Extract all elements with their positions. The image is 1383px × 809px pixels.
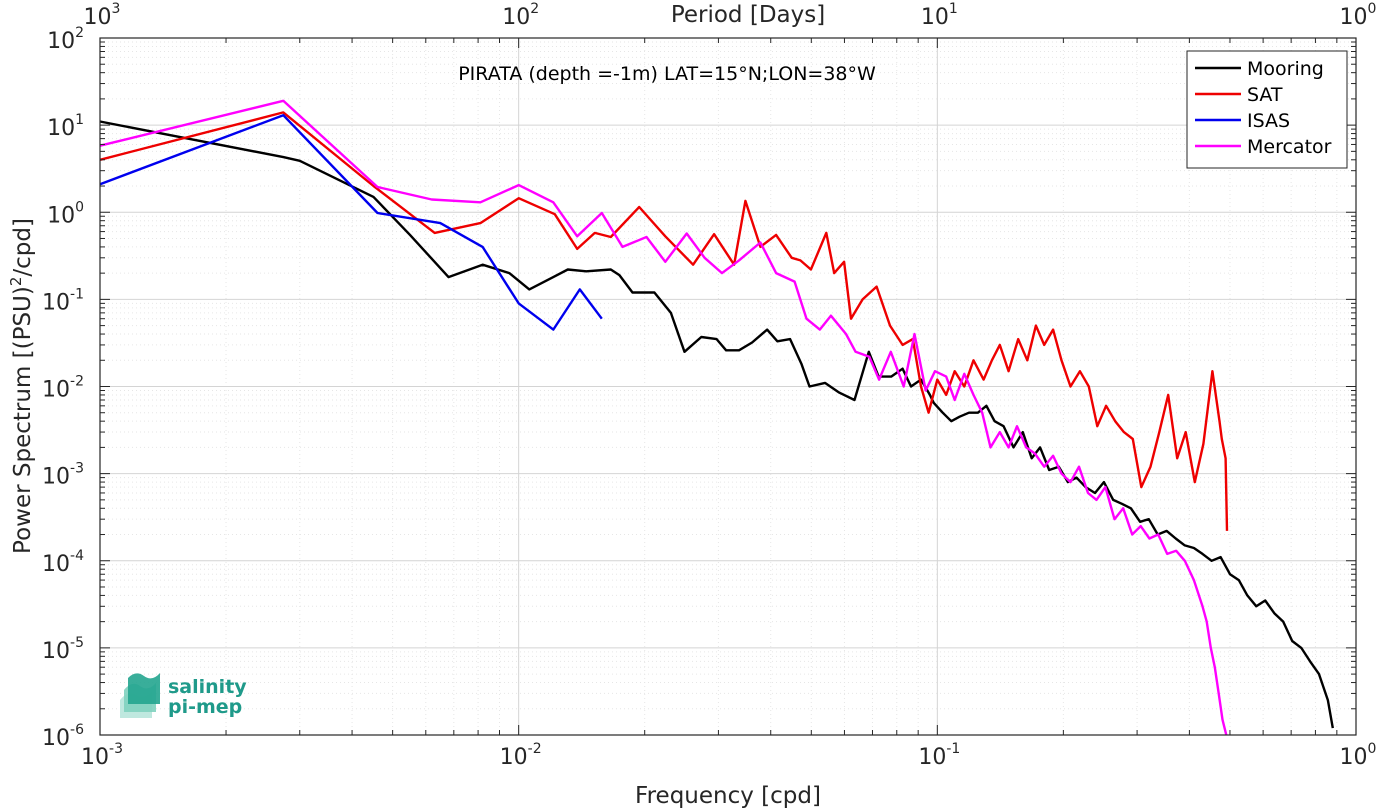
y-tick-label-exponent: 1 xyxy=(75,112,84,128)
y-tick-label: 10-5 xyxy=(42,635,84,664)
top-tick-label-exponent: 2 xyxy=(530,1,539,17)
y-tick-label: 10-4 xyxy=(42,548,84,577)
y-axis-title: Power Spectrum [(PSU)2/cpd] xyxy=(7,218,36,554)
y-tick-label: 10-3 xyxy=(42,461,84,490)
logo-line2: pi-mep xyxy=(168,696,242,718)
grid-lines xyxy=(99,38,1356,736)
legend-label: SAT xyxy=(1247,84,1283,106)
top-tick-label-exponent: 3 xyxy=(112,1,121,17)
x-axis-title: Frequency [cpd] xyxy=(635,783,821,809)
y-tick-label-exponent: -3 xyxy=(70,461,84,477)
legend-label: Mercator xyxy=(1247,136,1332,158)
x-tick-label-exponent: -3 xyxy=(109,741,123,757)
y-tick-label-base: 10 xyxy=(42,465,70,490)
wave-layers-icon xyxy=(120,673,160,718)
series-line-sat xyxy=(99,111,1229,531)
top-tick-label-exponent: 0 xyxy=(1368,1,1377,17)
top-axis-title: Period [Days] xyxy=(671,2,825,28)
top-tick-label: 103 xyxy=(84,1,121,30)
y-tick-label: 10-2 xyxy=(42,374,84,403)
y-tick-label-base: 10 xyxy=(42,639,70,664)
y-tick-label-exponent: 0 xyxy=(75,199,84,215)
series-line-mercator xyxy=(99,99,1228,736)
legend-box xyxy=(1186,50,1348,169)
x-tick-label-base: 10 xyxy=(81,745,109,770)
x-tick-label: 100 xyxy=(1340,741,1377,770)
y-tick-label-base: 10 xyxy=(47,203,75,228)
top-tick-label: 102 xyxy=(502,1,539,30)
y-tick-label-exponent: -2 xyxy=(70,374,84,390)
legend-label: ISAS xyxy=(1247,110,1290,132)
y-tick-label-base: 10 xyxy=(42,726,70,751)
y-tick-label-base: 10 xyxy=(42,552,70,577)
x-tick-label: 10-1 xyxy=(918,741,960,770)
top-tick-label: 100 xyxy=(1340,1,1377,30)
x-tick-label-exponent: -1 xyxy=(946,741,960,757)
y-axis-title-tail: /cpd] xyxy=(10,218,36,277)
top-tick-label-base: 10 xyxy=(502,5,530,30)
y-tick-label: 102 xyxy=(47,25,84,54)
top-tick-label: 101 xyxy=(921,1,958,30)
pi-mep-logo: salinity pi-mep xyxy=(120,673,247,718)
legend: Mooring SAT ISAS Mercator xyxy=(1186,50,1348,169)
top-tick-label-exponent: 1 xyxy=(949,1,958,17)
y-tick-label-exponent: -5 xyxy=(70,635,84,651)
y-tick-label-exponent: -4 xyxy=(70,548,84,564)
y-tick-label-exponent: -1 xyxy=(70,286,84,302)
x-tick-label-base: 10 xyxy=(1340,745,1368,770)
series-line-mooring xyxy=(99,120,1334,729)
y-tick-label: 100 xyxy=(47,199,84,228)
x-tick-label-exponent: 0 xyxy=(1368,741,1377,757)
chart-title: PIRATA (depth =-1m) LAT=15°N;LON=38°W xyxy=(458,63,876,85)
y-tick-label: 101 xyxy=(47,112,84,141)
y-tick-label-exponent: 2 xyxy=(75,25,84,41)
y-tick-label: 10-6 xyxy=(42,722,84,751)
x-tick-label-base: 10 xyxy=(918,745,946,770)
y-tick-label-exponent: -6 xyxy=(70,722,84,738)
series-layer xyxy=(99,99,1334,736)
top-tick-label-base: 10 xyxy=(921,5,949,30)
top-tick-label-base: 10 xyxy=(1340,5,1368,30)
logo-line1: salinity xyxy=(168,676,247,698)
x-tick-label-base: 10 xyxy=(500,745,528,770)
x-tick-label: 10-2 xyxy=(500,741,542,770)
series-line-isas xyxy=(99,114,603,331)
legend-label: Mooring xyxy=(1247,58,1324,80)
top-tick-label-base: 10 xyxy=(84,5,112,30)
x-tick-label-exponent: -2 xyxy=(528,741,542,757)
y-axis-title-superscript: 2 xyxy=(7,277,25,287)
y-tick-label-base: 10 xyxy=(47,116,75,141)
axis-ticks xyxy=(99,38,1356,736)
y-tick-label-base: 10 xyxy=(42,290,70,315)
y-tick-label: 10-1 xyxy=(42,286,84,315)
x-tick-label: 10-3 xyxy=(81,741,123,770)
y-tick-label-base: 10 xyxy=(47,29,75,54)
y-axis-title-main: Power Spectrum [(PSU) xyxy=(10,286,36,554)
y-tick-label-base: 10 xyxy=(42,378,70,403)
